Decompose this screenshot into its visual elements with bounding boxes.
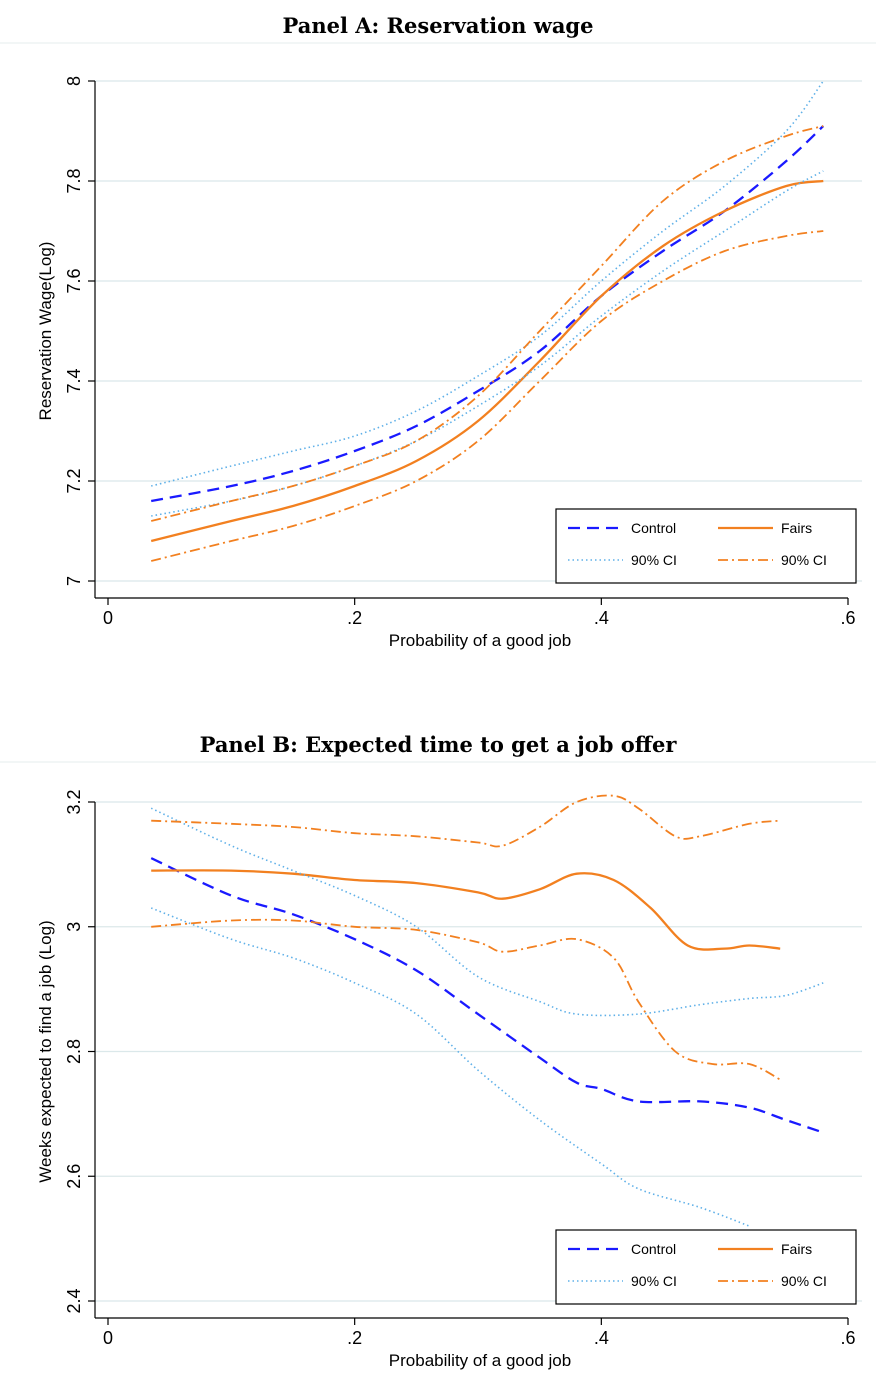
panel-title: Panel B: Expected time to get a job offe… xyxy=(200,732,678,757)
x-tick-label: .6 xyxy=(840,608,855,628)
series-line-control xyxy=(150,857,824,1134)
x-axis-label: Probability of a good job xyxy=(389,631,571,650)
legend-label: 90% CI xyxy=(781,1273,827,1289)
series-line-fairs-ci xyxy=(150,125,824,522)
series-line-control-ci xyxy=(151,80,824,487)
x-tick-label: .6 xyxy=(840,1328,855,1348)
series-line-fairs-ci xyxy=(151,794,781,848)
series-line-control-ci xyxy=(150,807,824,1017)
panel-b: Panel B: Expected time to get a job offe… xyxy=(0,732,876,1370)
x-tick-label: 0 xyxy=(103,608,113,628)
legend-label: Fairs xyxy=(781,520,812,536)
legend: Control Fairs 90% CI 90% CI xyxy=(555,508,857,584)
x-tick-label: 0 xyxy=(103,1328,113,1348)
panel-a: Panel A: Reservation wage 7 7.2 7.4 7.6 7.8 8 0… xyxy=(0,13,876,650)
x-tick-label: .2 xyxy=(347,608,362,628)
y-tick-label: 7.8 xyxy=(64,168,84,193)
series-line-control-ci xyxy=(150,907,750,1227)
x-tick-label: .4 xyxy=(594,1328,609,1348)
y-tick-label: 3.2 xyxy=(64,789,84,814)
legend-box xyxy=(555,1229,857,1305)
legend-label: 90% CI xyxy=(781,552,827,568)
y-tick-label: 7.4 xyxy=(64,368,84,393)
series-line-control xyxy=(150,125,825,503)
legend-label: Control xyxy=(631,520,676,536)
legend-label: 90% CI xyxy=(631,552,677,568)
legend-box xyxy=(555,508,857,584)
y-tick-label: 7 xyxy=(64,576,84,586)
series-line-fairs-ci xyxy=(150,230,824,562)
legend: Control Fairs 90% CI 90% CI xyxy=(555,1229,857,1305)
y-axis-label: Weeks expected to find a job (Log) xyxy=(36,920,55,1182)
y-tick-label: 2.4 xyxy=(64,1288,84,1313)
y-tick-label: 2.8 xyxy=(64,1039,84,1064)
y-tick-label: 7.6 xyxy=(64,268,84,293)
y-axis-label: Reservation Wage(Log) xyxy=(36,242,55,421)
legend-label: Control xyxy=(631,1241,676,1257)
y-tick-label: 2.6 xyxy=(64,1164,84,1189)
series-line-control-ci xyxy=(151,170,824,517)
series-line-fairs xyxy=(150,179,824,543)
legend-label: Fairs xyxy=(781,1241,812,1257)
panel-title: Panel A: Reservation wage xyxy=(283,13,594,38)
legend-label: 90% CI xyxy=(631,1273,677,1289)
x-axis-label: Probability of a good job xyxy=(389,1351,571,1370)
y-tick-label: 8 xyxy=(64,76,84,86)
x-tick-label: .4 xyxy=(594,608,609,628)
y-tick-label: 7.2 xyxy=(64,468,84,493)
x-tick-label: .2 xyxy=(347,1328,362,1348)
y-tick-label: 3 xyxy=(64,922,84,932)
series-line-fairs xyxy=(151,869,781,951)
